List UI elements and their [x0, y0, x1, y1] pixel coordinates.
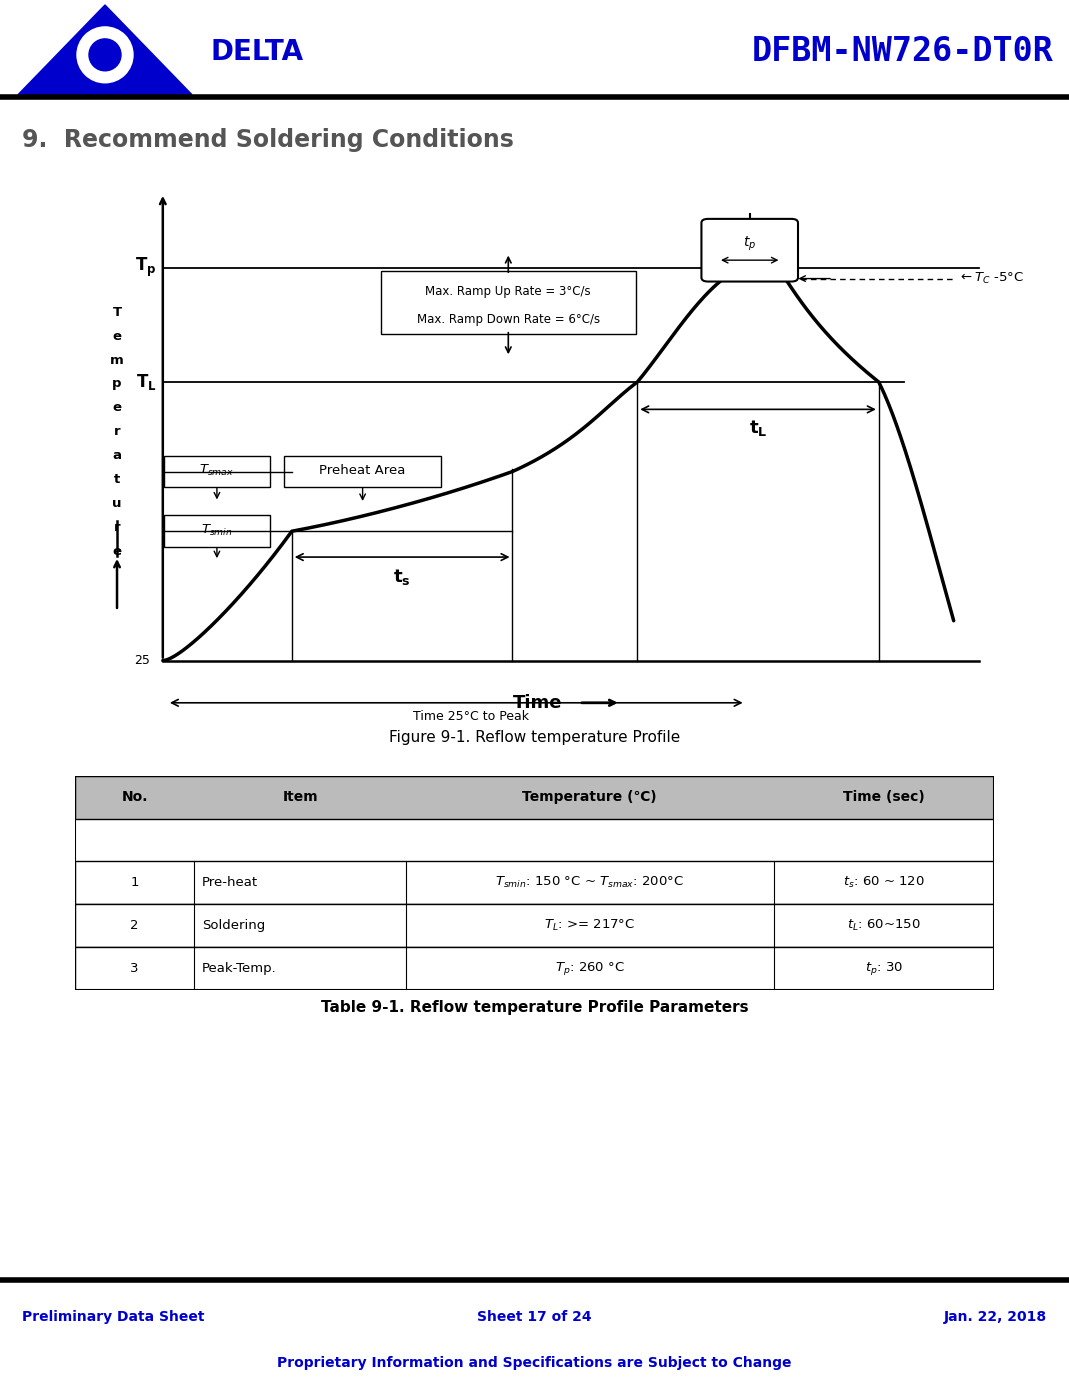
Text: 25: 25	[135, 654, 151, 668]
FancyBboxPatch shape	[164, 515, 270, 547]
Bar	[75, 861, 994, 904]
Text: Time (sec): Time (sec)	[843, 789, 925, 805]
Text: t: t	[114, 474, 120, 486]
Text: $t_p$: 30: $t_p$: 30	[865, 960, 903, 978]
Text: Temperature (℃): Temperature (℃)	[523, 789, 657, 805]
Text: DELTA: DELTA	[210, 37, 304, 66]
Text: $t_p$: $t_p$	[743, 235, 756, 253]
Text: u: u	[112, 497, 122, 510]
Text: a: a	[112, 449, 122, 463]
Text: Peak-Temp.: Peak-Temp.	[202, 963, 277, 975]
Text: $t_L$: 60~150: $t_L$: 60~150	[847, 918, 920, 933]
Circle shape	[89, 39, 121, 71]
Text: $\mathbf{T_p}$: $\mathbf{T_p}$	[135, 256, 156, 280]
Text: $\leftarrow T_C$ -5°C: $\leftarrow T_C$ -5°C	[958, 271, 1024, 287]
Text: 9.  Recommend Soldering Conditions: 9. Recommend Soldering Conditions	[22, 127, 514, 152]
Text: Table 9-1. Reflow temperature Profile Parameters: Table 9-1. Reflow temperature Profile Pa…	[321, 1000, 748, 1015]
Text: e: e	[112, 544, 122, 558]
Text: r: r	[113, 521, 121, 533]
Bar	[75, 904, 994, 947]
Text: DFBM-NW726-DT0R: DFBM-NW726-DT0R	[753, 36, 1054, 68]
Text: Soldering: Soldering	[202, 920, 265, 932]
Text: Proprietary Information and Specifications are Subject to Change: Proprietary Information and Specificatio…	[277, 1356, 792, 1370]
Text: $T_{smin}$: 150 °C ~ $T_{smax}$: 200°C: $T_{smin}$: 150 °C ~ $T_{smax}$: 200°C	[495, 875, 684, 891]
Text: Preheat Area: Preheat Area	[320, 464, 406, 476]
Bar	[75, 776, 994, 819]
Text: e: e	[112, 330, 122, 342]
Text: Max. Ramp Up Rate = 3°C/s: Max. Ramp Up Rate = 3°C/s	[425, 285, 591, 298]
Text: Sheet 17 of 24: Sheet 17 of 24	[477, 1310, 592, 1324]
Text: Item: Item	[282, 789, 317, 805]
Text: T: T	[112, 306, 122, 319]
FancyBboxPatch shape	[381, 271, 636, 334]
Text: 2: 2	[130, 920, 139, 932]
Text: $\mathbf{T_L}$: $\mathbf{T_L}$	[136, 373, 156, 392]
Text: Preliminary Data Sheet: Preliminary Data Sheet	[22, 1310, 204, 1324]
Text: 3: 3	[130, 963, 139, 975]
Text: Time: Time	[513, 694, 562, 712]
Polygon shape	[18, 6, 192, 94]
Text: r: r	[113, 425, 121, 438]
Text: $T_p$: 260 °C: $T_p$: 260 °C	[555, 960, 624, 978]
Text: Pre-heat: Pre-heat	[202, 877, 258, 889]
Text: Time 25°C to Peak: Time 25°C to Peak	[413, 711, 529, 723]
Text: p: p	[112, 378, 122, 391]
Text: m: m	[110, 353, 124, 367]
Bar	[75, 947, 994, 990]
Text: 1: 1	[130, 877, 139, 889]
FancyBboxPatch shape	[284, 456, 440, 488]
Text: $T_{smin}$: $T_{smin}$	[201, 522, 233, 537]
Text: $T_L$: >= 217°C: $T_L$: >= 217°C	[544, 918, 635, 933]
FancyBboxPatch shape	[164, 456, 270, 488]
Text: $\mathbf{t_s}$: $\mathbf{t_s}$	[393, 566, 410, 587]
Text: No.: No.	[122, 789, 148, 805]
Text: Max. Ramp Down Rate = 6°C/s: Max. Ramp Down Rate = 6°C/s	[417, 313, 600, 327]
Circle shape	[77, 26, 133, 83]
Text: Figure 9-1. Reflow temperature Profile: Figure 9-1. Reflow temperature Profile	[389, 730, 680, 745]
FancyBboxPatch shape	[701, 219, 797, 281]
Text: e: e	[112, 402, 122, 414]
Text: $T_{smax}$: $T_{smax}$	[199, 463, 234, 478]
Text: $\mathbf{t_L}$: $\mathbf{t_L}$	[748, 418, 768, 438]
Text: $t_s$: 60 ~ 120: $t_s$: 60 ~ 120	[843, 875, 925, 891]
Text: Jan. 22, 2018: Jan. 22, 2018	[944, 1310, 1047, 1324]
